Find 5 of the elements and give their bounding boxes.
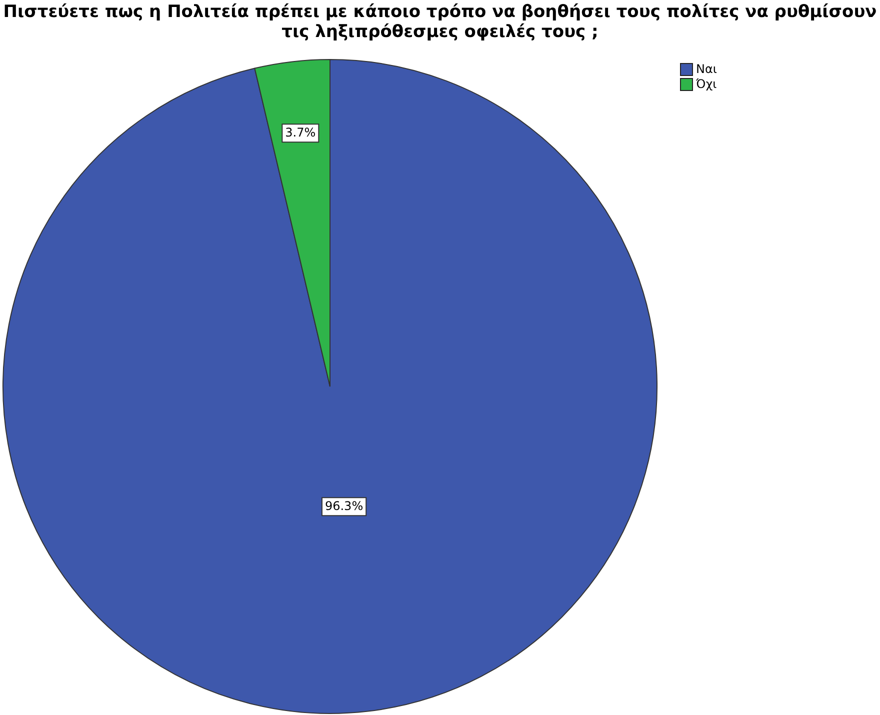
slice-label: Ναι — [696, 62, 717, 77]
data-label: 96.3% — [324, 498, 364, 513]
chart-title: Πιστεύετε πως η Πολιτεία πρέπει με κάποιο τρόπο να βοηθήσει τους πολίτες να ρυθμίσουν τις ληξιπρόθεσμες οφειλές τους ; — [2, 2, 878, 42]
legend-label: Όχι — [696, 77, 717, 92]
data-label: 3.7% — [285, 125, 316, 140]
